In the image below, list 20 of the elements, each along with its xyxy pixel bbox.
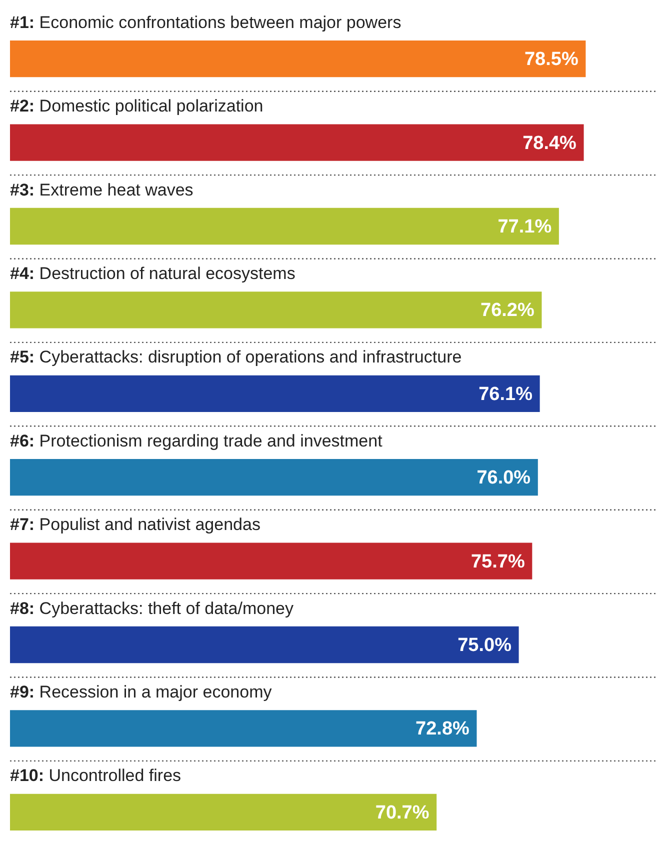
data-label: 76.0% — [476, 468, 531, 489]
y-tick-label: #7: Populist and nativist agendas — [10, 515, 260, 534]
data-label: 76.1% — [478, 384, 533, 405]
data-label: 72.8% — [416, 718, 470, 740]
y-tick-label: #2: Domestic political polarization — [10, 96, 264, 116]
data-label: 76.2% — [480, 300, 535, 322]
data-label: 75.7% — [470, 551, 525, 572]
y-tick-label: #9: Recession in a major economy — [10, 682, 272, 702]
y-tick-label: #6: Protectionism regarding trade and investment — [10, 431, 383, 450]
data-label: 75.0% — [458, 634, 512, 656]
data-label: 77.1% — [498, 216, 552, 238]
y-tick-label: #3: Extreme heat waves — [10, 180, 194, 200]
y-tick-label: #8: Cyberattacks: theft of data/money — [10, 598, 294, 618]
data-label: 78.5% — [524, 49, 578, 70]
y-tick-label: #10: Uncontrolled fires — [10, 766, 182, 786]
data-label: 70.7% — [375, 802, 430, 824]
y-tick-label: #1: Economic confrontations between major powers — [10, 12, 402, 32]
y-tick-label: #4: Destruction of natural ecosystems — [10, 264, 296, 283]
y-tick-label: #5: Cyberattacks: disruption of operations and infrastructure — [10, 348, 462, 367]
data-label: 78.4% — [522, 132, 577, 154]
